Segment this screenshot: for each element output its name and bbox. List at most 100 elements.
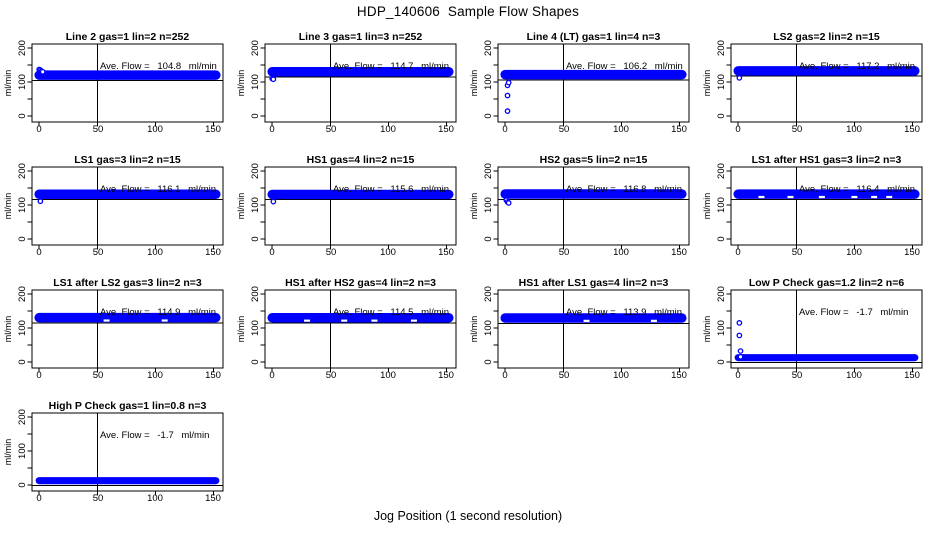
y-tick-label-200: 200 — [17, 163, 28, 179]
plot-area — [27, 289, 224, 373]
x-axis-title: Jog Position (1 second resolution) — [373, 509, 563, 523]
plot-area — [726, 289, 923, 373]
ave-flow-annotation: Ave. Flow = 114.9 ml/min — [100, 307, 216, 319]
ave-flow-prefix: Ave. Flow = — [799, 61, 852, 72]
x-tick-label-50: 50 — [325, 124, 337, 135]
band-gap — [304, 319, 311, 322]
subplot-grid: Line 2 gas=1 lin=2 n=252 ml/min 0 100 20… — [0, 30, 932, 522]
x-tick-label-50: 50 — [791, 370, 803, 381]
y-tick-label-200: 200 — [716, 286, 727, 302]
x-tick-label-0: 0 — [735, 370, 741, 381]
x-tick-label-50: 50 — [558, 370, 570, 381]
x-tick-label-0: 0 — [502, 124, 508, 135]
band-gap — [371, 319, 378, 322]
x-tick-label-50: 50 — [325, 247, 337, 258]
subplot-title: HS1 after HS2 gas=4 lin=2 n=3 — [285, 277, 436, 289]
x-tick-label-0: 0 — [36, 493, 42, 504]
ave-flow-value: 115.6 — [390, 184, 414, 195]
band-gap — [787, 195, 794, 199]
data-point-marker — [504, 108, 511, 114]
band-gap — [341, 319, 348, 322]
ave-flow-value: 114.7 — [390, 61, 414, 72]
data-point-marker — [504, 92, 511, 99]
ave-flow-annotation: Ave. Flow = 106.2 ml/min — [566, 61, 683, 73]
band-gap — [871, 195, 878, 199]
x-tick-label-150: 150 — [205, 493, 221, 504]
x-tick-label-100: 100 — [147, 124, 163, 135]
y-tick-label-200: 200 — [250, 286, 261, 302]
x-tick-label-100: 100 — [846, 247, 862, 258]
x-tick-label-50: 50 — [325, 370, 337, 381]
x-tick-label-150: 150 — [904, 370, 920, 381]
plot-area — [260, 43, 457, 127]
band-gap — [410, 319, 417, 322]
subplot: HS2 gas=5 lin=2 n=15 ml/min 0 100 200 Av… — [466, 153, 699, 276]
plot-area — [493, 166, 690, 250]
ave-flow-annotation: Ave. Flow = 116.8 ml/min — [566, 184, 682, 196]
ave-flow-prefix: Ave. Flow = — [566, 61, 619, 72]
ave-flow-annotation: Ave. Flow = 116.4 ml/min — [799, 184, 915, 196]
ave-flow-unit: ml/min — [651, 307, 683, 318]
ave-flow-annotation: Ave. Flow = 115.6 ml/min — [333, 184, 449, 196]
plot-area — [260, 289, 457, 373]
plot-frame — [31, 43, 224, 123]
plot-frame — [730, 43, 923, 123]
y-axis-label: ml/min — [702, 315, 712, 343]
y-tick-label-100: 100 — [250, 74, 261, 90]
data-point-marker — [505, 79, 512, 86]
subplot: High P Check gas=1 lin=0.8 n=3 ml/min 0 … — [0, 399, 233, 522]
subplot-title: LS1 after HS1 gas=3 lin=2 n=3 — [751, 154, 902, 166]
band-gap — [583, 319, 590, 322]
plot-frame — [31, 166, 224, 246]
ave-flow-value: 116.1 — [157, 184, 181, 195]
x-tick-label-0: 0 — [735, 247, 741, 258]
y-tick-label-200: 200 — [483, 286, 494, 302]
subplot-title: Low P Check gas=1.2 lin=2 n=6 — [748, 277, 905, 289]
ave-flow-value: -1.7 — [157, 430, 174, 441]
ave-flow-prefix: Ave. Flow = — [100, 184, 153, 195]
plot-area — [726, 166, 923, 250]
data-point-marker — [39, 68, 46, 75]
ave-flow-value: 116.4 — [856, 184, 880, 195]
subplot-title: HS2 gas=5 lin=2 n=15 — [539, 154, 648, 166]
ave-flow-unit: ml/min — [185, 307, 217, 318]
x-tick-label-150: 150 — [904, 247, 920, 258]
x-tick-label-100: 100 — [147, 493, 163, 504]
plot-area — [493, 289, 690, 373]
ave-flow-annotation: Ave. Flow = -1.7 ml/min — [799, 307, 908, 319]
x-tick-label-150: 150 — [671, 370, 687, 381]
x-tick-label-0: 0 — [36, 247, 42, 258]
ave-flow-prefix: Ave. Flow = — [100, 61, 153, 72]
ave-flow-unit: ml/min — [178, 430, 210, 441]
y-tick-label-100: 100 — [483, 320, 494, 336]
y-axis-label: ml/min — [3, 438, 13, 466]
band-gap — [886, 195, 893, 199]
x-tick-label-150: 150 — [205, 124, 221, 135]
y-tick-label-200: 200 — [483, 163, 494, 179]
plot-frame — [730, 289, 923, 369]
ave-flow-annotation: Ave. Flow = 104.8 ml/min — [100, 61, 217, 73]
x-tick-label-150: 150 — [438, 124, 454, 135]
ave-flow-value: 114.9 — [157, 307, 181, 318]
ave-flow-value: -1.7 — [856, 307, 873, 318]
data-point-marker — [736, 332, 743, 339]
figure-title: HDP_140606 Sample Flow Shapes — [356, 4, 580, 19]
subplot-title: Line 3 gas=1 lin=3 n=252 — [298, 31, 423, 43]
x-tick-label-0: 0 — [502, 247, 508, 258]
y-axis-label: ml/min — [469, 192, 479, 220]
ave-flow-unit: ml/min — [884, 184, 916, 195]
y-tick-label-200: 200 — [716, 163, 727, 179]
plot-area — [27, 412, 224, 496]
ave-flow-annotation: Ave. Flow = 114.7 ml/min — [333, 61, 449, 73]
subplot-title: LS1 after LS2 gas=3 lin=2 n=3 — [53, 277, 202, 289]
subplot: HS1 after LS1 gas=4 lin=2 n=3 ml/min 0 1… — [466, 276, 699, 399]
y-tick-label-200: 200 — [716, 40, 727, 56]
x-tick-label-50: 50 — [558, 124, 570, 135]
ave-flow-unit: ml/min — [418, 307, 450, 318]
x-tick-label-50: 50 — [92, 493, 104, 504]
band-gap — [161, 319, 168, 322]
y-axis-label: ml/min — [3, 192, 13, 220]
x-tick-label-0: 0 — [735, 124, 741, 135]
plot-frame — [497, 289, 690, 369]
